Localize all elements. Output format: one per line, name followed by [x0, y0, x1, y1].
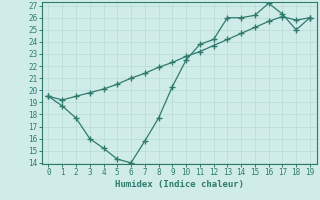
- X-axis label: Humidex (Indice chaleur): Humidex (Indice chaleur): [115, 180, 244, 189]
